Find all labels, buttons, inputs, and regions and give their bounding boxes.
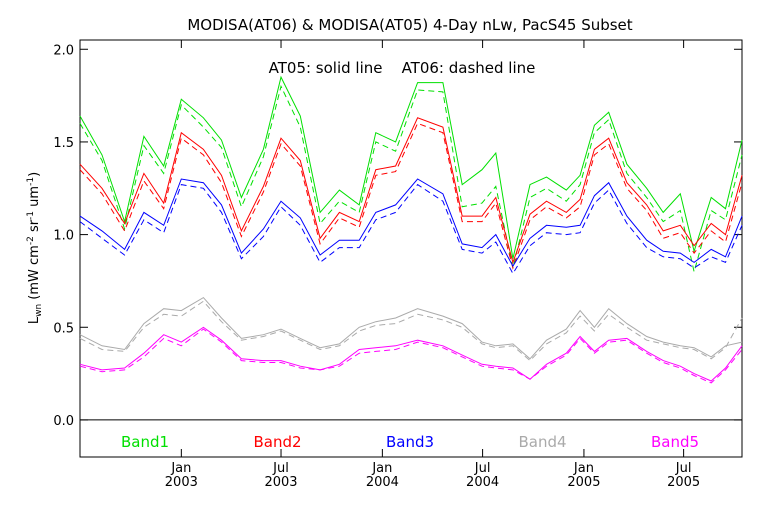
legend-label-band2: Band2 <box>253 433 301 451</box>
series-line-band2-at06 <box>79 122 743 270</box>
series-line-band4-at06 <box>79 300 743 362</box>
y-tick-label: 1.5 <box>53 136 74 151</box>
series-line-band1-at05 <box>79 75 743 259</box>
y-tick-label: 0.5 <box>53 321 74 336</box>
x-tick-month: Jan <box>371 461 392 476</box>
y-tick-label: 0.0 <box>53 414 74 429</box>
plot-frame <box>79 39 743 458</box>
x-tick-month: Jan <box>170 461 191 476</box>
x-tick-month: Jan <box>573 461 594 476</box>
series-line-band1-at06 <box>79 84 743 272</box>
line-style-annotation: AT05: solid line AT06: dashed line <box>269 59 536 77</box>
x-tick-month: Jul <box>675 461 692 476</box>
chart-title: MODISA(AT06) & MODISA(AT05) 4-Day nLw, P… <box>187 16 632 34</box>
x-tick-month: Jul <box>272 461 289 476</box>
series-line-band2-at05 <box>79 117 743 265</box>
x-tick-year: 2004 <box>466 475 499 490</box>
x-tick-year: 2005 <box>567 475 600 490</box>
y-axis-label: Lwn (mW cm-2 sr-1 um-1) <box>26 172 44 324</box>
x-tick-month: Jul <box>474 461 491 476</box>
x-tick-year: 2003 <box>165 475 198 490</box>
x-tick-year: 2005 <box>667 475 700 490</box>
series-line-band4-at05 <box>79 296 743 360</box>
legend-label-band4: Band4 <box>518 433 566 451</box>
series-line-band5-at05 <box>79 326 743 382</box>
x-tick-year: 2003 <box>264 475 297 490</box>
y-tick-label: 1.0 <box>53 229 74 244</box>
y-tick-label: 2.0 <box>53 43 74 58</box>
series-line-band5-at06 <box>79 328 743 384</box>
legend-label-band5: Band5 <box>651 433 699 451</box>
plot-area: 0.00.51.01.52.0Jan2003Jul2003Jan2004Jul2… <box>53 39 743 490</box>
legend-label-band3: Band3 <box>386 433 434 451</box>
legend-label-band1: Band1 <box>121 433 169 451</box>
x-tick-year: 2004 <box>366 475 399 490</box>
series-line-band3-at05 <box>79 178 743 268</box>
series-line-band3-at06 <box>79 183 743 275</box>
